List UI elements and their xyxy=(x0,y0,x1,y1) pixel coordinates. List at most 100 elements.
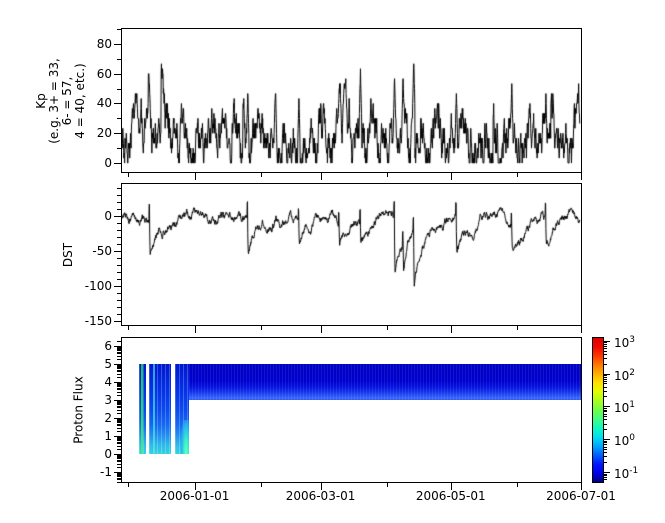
flux-y-tick-label: 1 xyxy=(104,429,112,444)
colorbar-minor-tick xyxy=(604,409,607,411)
colorbar-minor-tick xyxy=(604,380,607,382)
flux-y-tick-label: 5 xyxy=(104,357,112,372)
colorbar-gradient xyxy=(593,338,603,482)
flux-y-tick xyxy=(117,358,121,360)
flux-y-tick xyxy=(117,472,121,474)
dst-y-tick xyxy=(117,258,121,260)
flux-y-tick xyxy=(117,454,121,456)
flux-y-tick xyxy=(117,386,121,388)
kp-y-tick-label: 0 xyxy=(104,156,112,171)
flux-y-tick xyxy=(117,436,121,438)
colorbar-minor-tick xyxy=(604,363,607,365)
flux-y-tick-label: 2 xyxy=(104,411,112,426)
x-major-tick xyxy=(581,483,582,490)
colorbar-minor-tick xyxy=(604,350,607,352)
flux-y-tick xyxy=(117,445,121,447)
kp-y-tick xyxy=(117,88,121,90)
colorbar-tick-label: 10-1 xyxy=(614,466,639,482)
flux-y-tick xyxy=(117,405,121,407)
flux-y-tick xyxy=(117,441,121,443)
colorbar-major-tick xyxy=(604,373,610,375)
flux-y-tick xyxy=(117,382,121,384)
dst-y-tick-label: -50 xyxy=(92,243,112,258)
x-major-tick xyxy=(194,173,196,180)
kp-y-tick-label: 40 xyxy=(96,96,112,111)
kp-y-tick xyxy=(114,163,121,165)
flux-y-tick xyxy=(114,400,121,402)
dst-y-tick xyxy=(114,250,121,252)
dst-y-tick xyxy=(117,272,121,274)
flux-y-tick xyxy=(114,472,121,474)
flux-y-tick-label: 3 xyxy=(104,393,112,408)
x-minor-tick xyxy=(260,173,262,177)
flux-y-tick xyxy=(117,412,121,414)
colorbar-minor-tick xyxy=(604,343,607,345)
flux-y-tick xyxy=(117,368,121,370)
flux-y-tick xyxy=(117,409,121,411)
x-major-tick xyxy=(320,173,322,180)
colorbar-minor-tick xyxy=(604,429,607,431)
flux-y-tick xyxy=(114,418,121,420)
flux-y-tick xyxy=(117,387,121,389)
flux-y-tick xyxy=(117,427,121,429)
kp-y-tick xyxy=(114,133,121,135)
x-tick-label: 2006-01-01 xyxy=(159,489,230,503)
flux-y-tick xyxy=(117,355,121,357)
flux-y-tick xyxy=(117,455,121,457)
flux-y-tick xyxy=(117,420,121,422)
flux-y-tick xyxy=(117,373,121,375)
dst-y-tick xyxy=(117,187,121,189)
x-tick-label: 2006-05-01 xyxy=(415,489,486,503)
dst-panel xyxy=(121,183,582,326)
colorbar-minor-tick xyxy=(604,342,607,344)
flux-y-tick xyxy=(117,346,121,348)
x-minor-tick xyxy=(128,326,130,330)
x-minor-tick xyxy=(260,326,262,330)
colorbar-minor-tick xyxy=(604,347,607,349)
flux-y-tick xyxy=(117,383,121,385)
kp-y-tick xyxy=(114,103,121,105)
x-major-tick xyxy=(194,326,196,333)
colorbar-minor-tick xyxy=(604,477,607,479)
dst-y-tick-label: -150 xyxy=(84,314,112,329)
colorbar-minor-tick xyxy=(604,419,607,421)
kp-panel xyxy=(121,28,582,173)
proton-flux-segment xyxy=(138,364,146,455)
flux-y-tick xyxy=(117,353,121,355)
flux-y-tick xyxy=(114,436,121,438)
flux-y-tick xyxy=(117,350,121,352)
flux-y-tick xyxy=(114,382,121,384)
flux-y-tick xyxy=(117,404,121,406)
flux-y-tick xyxy=(117,422,121,424)
flux-y-tick xyxy=(117,479,121,481)
kp-series-canvas xyxy=(122,29,581,172)
spectrogram-cyan-feature xyxy=(153,364,156,455)
x-minor-tick xyxy=(386,173,388,177)
kp-y-tick xyxy=(117,148,121,150)
colorbar-minor-tick xyxy=(604,407,607,409)
colorbar-minor-tick xyxy=(604,446,607,448)
colorbar-tick-label: 101 xyxy=(614,400,636,416)
proton-flux-segment xyxy=(174,364,189,455)
colorbar-minor-tick xyxy=(604,452,607,454)
flux-y-tick xyxy=(117,364,121,366)
dst-y-tick xyxy=(117,279,121,281)
flux-y-tick xyxy=(114,346,121,348)
flux-y-tick-label: 0 xyxy=(104,447,112,462)
colorbar-minor-tick xyxy=(604,378,607,380)
dst-y-tick xyxy=(117,265,121,267)
flux-y-tick xyxy=(117,473,121,475)
colorbar-minor-tick xyxy=(604,386,607,388)
dst-y-tick xyxy=(117,293,121,295)
dst-y-tick xyxy=(117,208,121,210)
colorbar-major-tick xyxy=(604,439,610,441)
flux-y-tick xyxy=(117,477,121,479)
flux-y-tick xyxy=(117,430,121,432)
dst-y-tick xyxy=(117,314,121,316)
flux-y-tick xyxy=(117,365,121,367)
dst-y-tick xyxy=(114,215,121,217)
x-major-tick xyxy=(450,483,452,490)
x-minor-tick xyxy=(516,483,518,487)
colorbar-tick-exponent: 2 xyxy=(629,367,636,378)
